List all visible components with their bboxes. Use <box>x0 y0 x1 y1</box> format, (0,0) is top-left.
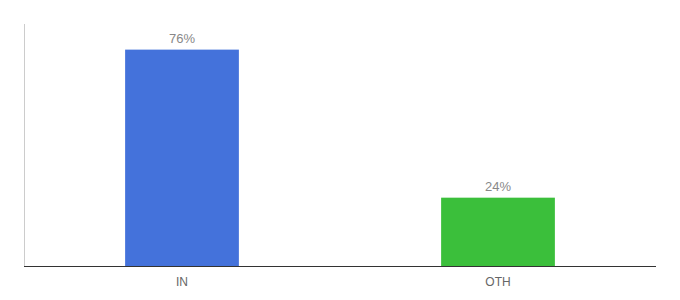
x-axis-line <box>24 266 656 267</box>
chart-container: IN OTH 76% 24% <box>0 0 680 300</box>
bar <box>125 50 239 266</box>
chart: IN OTH 76% 24% <box>0 0 680 300</box>
data-label: 24% <box>485 179 511 194</box>
x-tick-label: OTH <box>485 275 510 289</box>
y-axis-line <box>24 24 25 266</box>
bars <box>125 50 555 266</box>
data-label: 76% <box>169 31 195 46</box>
x-tick-label: IN <box>176 275 188 289</box>
bar <box>441 198 555 266</box>
page: {"chart_data": {"type": "bar", "categori… <box>0 0 680 300</box>
